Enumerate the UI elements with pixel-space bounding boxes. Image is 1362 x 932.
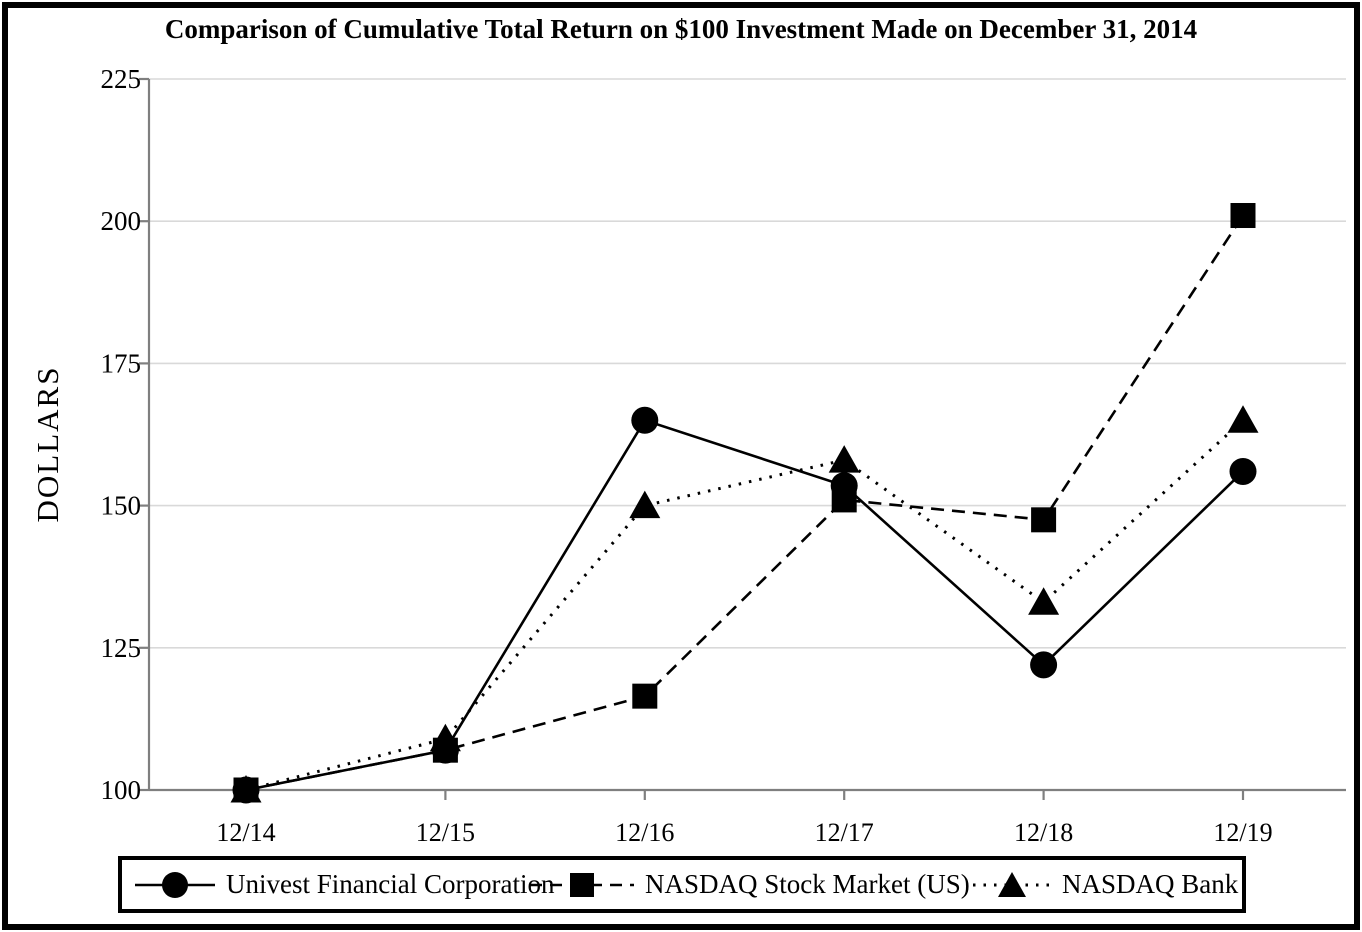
- x-tick-label: 12/18: [1014, 818, 1073, 847]
- legend: Univest Financial Corporation NASDAQ Sto…: [118, 856, 1246, 913]
- data-point-square: [432, 737, 458, 763]
- x-tick-label: 12/14: [216, 818, 275, 847]
- data-point-triangle: [1028, 587, 1060, 615]
- x-tick-label: 12/17: [815, 818, 874, 847]
- legend-item-univest: Univest Financial Corporation: [135, 860, 554, 909]
- series-line-square: [245, 214, 1245, 792]
- data-point-circle: [631, 406, 659, 434]
- data-point-triangle: [1227, 405, 1259, 433]
- data-point-square: [831, 487, 857, 513]
- data-point-square: [632, 683, 658, 709]
- data-point-triangle: [629, 490, 661, 519]
- series-line-circle: [245, 418, 1244, 792]
- y-tick-label: 225: [101, 64, 142, 94]
- x-tick-label: 12/15: [416, 818, 475, 847]
- chart-title: Comparison of Cumulative Total Return on…: [164, 14, 1198, 44]
- data-point-circle: [1229, 457, 1257, 485]
- y-tick-label: 200: [101, 206, 142, 236]
- data-point-square: [233, 777, 259, 803]
- legend-item-nasdaq-us: NASDAQ Stock Market (US): [530, 860, 970, 909]
- x-tick-label: 12/19: [1213, 818, 1272, 847]
- legend-marker-triangle-dotted-line: [973, 871, 1051, 897]
- data-point-square: [1230, 203, 1256, 229]
- y-tick-label: 175: [101, 348, 142, 378]
- legend-item-nasdaq-bank: NASDAQ Bank: [973, 860, 1238, 909]
- data-point-triangle: [828, 445, 860, 473]
- legend-label-nasdaq-bank: NASDAQ Bank: [1062, 869, 1239, 899]
- x-tick-label: 12/16: [615, 818, 674, 847]
- y-tick-label: 100: [101, 775, 142, 805]
- y-tick-label: 150: [101, 491, 142, 521]
- y-tick-label: 125: [101, 633, 142, 663]
- data-point-square: [1031, 507, 1057, 533]
- legend-marker-circle-solid-line: [135, 871, 215, 898]
- series-line-triangle: [245, 419, 1245, 792]
- legend-label-nasdaq-us: NASDAQ Stock Market (US): [645, 869, 970, 899]
- legend-label-univest: Univest Financial Corporation: [226, 869, 555, 899]
- data-point-circle: [1030, 651, 1058, 679]
- legend-marker-square-dashed-line: [530, 872, 634, 897]
